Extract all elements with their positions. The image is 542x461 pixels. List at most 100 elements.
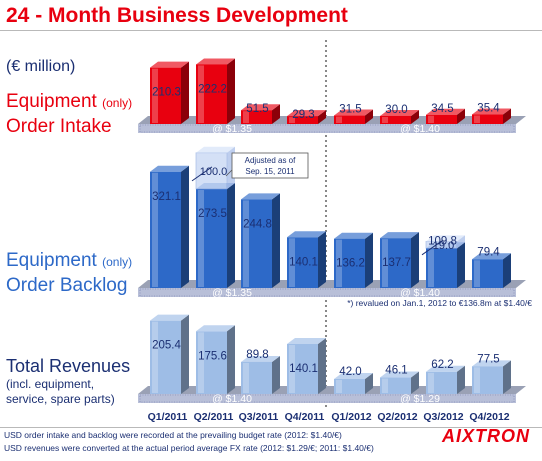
orders-bar <box>287 116 318 124</box>
orders-bar-highlight <box>198 65 204 123</box>
backlog-ghost-side <box>457 235 465 249</box>
backlog-ghost-label: 100.0 <box>200 166 228 178</box>
revenues-bar-top <box>426 365 465 372</box>
orders-bar-top <box>472 108 511 115</box>
orders-value-label: 210.3 <box>152 87 181 99</box>
revenues-bar-side <box>272 355 280 394</box>
revenues-bar <box>287 343 318 394</box>
backlog-bar <box>241 199 272 288</box>
orders-fx-label-2012: @ $1.40 <box>400 123 440 135</box>
revenues-floor-front <box>138 394 516 403</box>
backlog-bar-top <box>334 232 373 239</box>
backlog-label-main: Equipment <box>6 250 97 271</box>
orders-value-label: 35.4 <box>477 103 500 115</box>
backlog-bar-top <box>380 232 419 239</box>
revenues-bar-highlight <box>152 321 158 393</box>
category-label: Q4/2011 <box>285 411 325 423</box>
orders-bar-side <box>365 109 373 124</box>
backlog-ghost-top <box>426 235 465 242</box>
revenues-value-label: 42.0 <box>339 366 361 378</box>
orders-value-label: 30.0 <box>385 104 407 116</box>
revenues-bar <box>334 379 365 394</box>
backlog-bar-top <box>287 231 326 238</box>
orders-bar-highlight <box>243 111 249 123</box>
backlog-row-label: Equipment (only) Order Backlog <box>6 249 132 297</box>
footnote-2: USD revenues were converted at the actua… <box>4 443 374 453</box>
adjusted-callout-text-2: Sep. 15, 2011 <box>245 167 295 176</box>
revenues-fx-label-2011: @ $1.40 <box>212 393 252 405</box>
backlog-floor-pattern <box>139 288 515 297</box>
orders-value-label: 51.5 <box>246 103 268 115</box>
orders-bar-highlight <box>336 116 342 123</box>
backlog-label-only: (only) <box>102 255 133 269</box>
orders-bar <box>196 64 227 124</box>
orders-bar-side <box>457 108 465 124</box>
revenues-bar-highlight <box>474 367 480 393</box>
orders-value-label: 29.3 <box>292 109 314 121</box>
orders-value-label: 222.2 <box>198 83 227 95</box>
orders-value-label: 34.5 <box>431 103 453 115</box>
backlog-bar-side <box>272 193 280 288</box>
orders-fx-label-2011: @ $1.35 <box>212 123 252 135</box>
orders-row-label: Equipment (only) Order Intake <box>6 90 132 138</box>
backlog-strike-line <box>191 166 213 182</box>
revenues-bar <box>426 371 457 394</box>
revenues-value-label: 89.8 <box>246 349 268 361</box>
backlog-fx-label-2012: @ $1.40 <box>400 287 440 299</box>
backlog-bar-top <box>472 253 511 260</box>
orders-bar <box>334 115 365 124</box>
orders-bar-top <box>334 109 373 116</box>
backlog-bar-side <box>181 165 189 288</box>
revenues-bar-side <box>318 337 326 394</box>
backlog-bar <box>196 188 227 288</box>
revenues-value-label: 46.1 <box>385 365 407 377</box>
revenues-bar-side <box>227 325 235 394</box>
backlog-bar-highlight <box>336 239 342 287</box>
backlog-value-label: 273.5 <box>198 208 227 220</box>
orders-bar-highlight <box>152 68 158 123</box>
adjusted-callout-pointer <box>225 169 233 177</box>
backlog-bar-highlight <box>198 189 204 287</box>
category-label: Q2/2012 <box>377 411 417 423</box>
revenues-floor-pattern <box>139 394 515 403</box>
revenues-bar-top <box>334 373 373 380</box>
orders-value-label: 31.5 <box>339 104 361 116</box>
orders-bar <box>472 114 503 124</box>
backlog-bar-highlight <box>474 260 480 287</box>
orders-bar-highlight <box>428 115 434 123</box>
orders-bar-top <box>380 109 419 116</box>
unit-label: (€ million) <box>6 58 76 75</box>
backlog-bar-side <box>503 253 511 288</box>
page-title: 24 - Month Business Development <box>6 4 348 27</box>
orders-bar-top <box>241 104 280 111</box>
backlog-bar-side <box>365 232 373 288</box>
orders-bar-side <box>227 58 235 124</box>
orders-bar-side <box>272 104 280 124</box>
orders-bar-side <box>411 109 419 124</box>
revenues-bar-side <box>503 360 511 394</box>
revenues-value-label: 77.5 <box>477 353 499 365</box>
orders-label-main: Equipment <box>6 91 97 112</box>
footer-divider <box>0 427 542 428</box>
revenues-bar <box>150 320 181 394</box>
revenues-bar-top <box>287 337 326 344</box>
revenues-bar <box>472 366 503 394</box>
backlog-label-line2: Order Backlog <box>6 275 128 296</box>
backlog-value-label: 136.2 <box>336 258 365 270</box>
backlog-bar-side <box>318 231 326 288</box>
backlog-value-label: 140.1 <box>289 256 318 268</box>
backlog-value-label: 244.8 <box>243 218 272 230</box>
revenues-bar-highlight <box>382 378 388 393</box>
revenues-bar-side <box>457 365 465 394</box>
revenues-bar-top <box>196 325 235 332</box>
revenues-bar-top <box>150 314 189 321</box>
orders-bar <box>380 115 411 124</box>
backlog-bar-top <box>150 165 189 172</box>
orders-bar-top <box>150 61 189 68</box>
backlog-bar-highlight <box>152 172 158 287</box>
backlog-bar <box>150 171 181 288</box>
backlog-bar <box>287 237 318 288</box>
orders-bar <box>241 110 272 124</box>
orders-bar-side <box>503 108 511 124</box>
